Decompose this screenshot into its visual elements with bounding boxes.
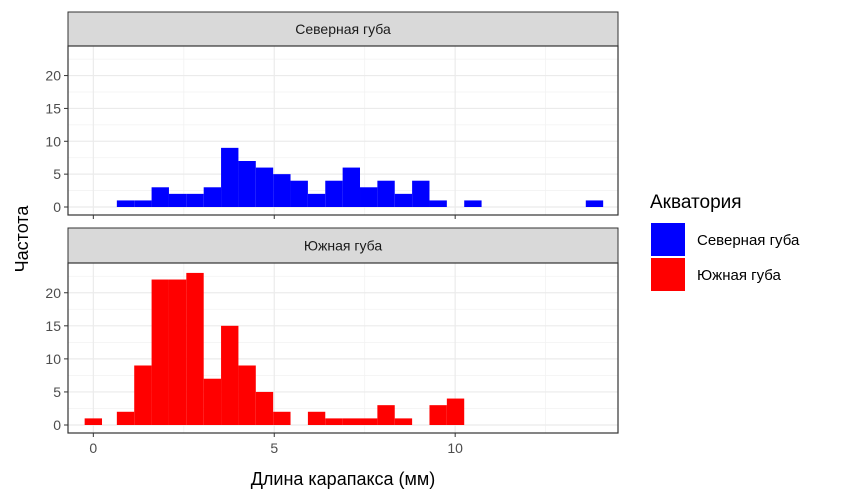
histogram-bar (360, 187, 378, 207)
histogram-bar (307, 193, 326, 207)
y-tick-label: 10 (45, 351, 61, 367)
histogram-bar (151, 187, 169, 207)
histogram-bar (307, 411, 326, 425)
y-tick-label: 15 (45, 318, 61, 334)
x-axis-title: Длина карапакса (мм) (251, 469, 436, 489)
y-tick-label: 0 (53, 417, 61, 433)
legend-key-swatch (651, 223, 685, 256)
y-tick-label: 15 (45, 100, 61, 116)
legend-title: Акватория (650, 192, 742, 213)
histogram-bar (238, 365, 256, 425)
histogram-bar (464, 200, 482, 207)
facet-strip (67, 11, 619, 47)
plot-panel-border (67, 45, 619, 216)
histogram-bar (325, 418, 343, 425)
histogram-bar (255, 167, 274, 207)
histogram-bar (325, 180, 343, 207)
histogram-bar (412, 180, 430, 207)
y-tick-label: 5 (53, 384, 61, 400)
histogram-bar (168, 193, 187, 207)
legend-label: Северная губа (697, 232, 800, 249)
facet-strip-label: Южная губа (304, 238, 382, 254)
plot-panel-border (67, 262, 619, 434)
histogram-bar (377, 405, 395, 425)
x-tick-label: 10 (447, 440, 463, 456)
histogram-bar (377, 180, 395, 207)
histogram-bar (134, 365, 152, 425)
legend: Акватория Северная губа Южная губа (650, 192, 800, 291)
histogram-bar (168, 279, 187, 425)
histogram-bar (116, 411, 135, 425)
histogram-bar (84, 418, 103, 425)
histogram-bar (273, 411, 291, 425)
histogram-bar (585, 200, 604, 207)
y-tick-label: 5 (53, 166, 61, 182)
legend-label: Южная губа (697, 267, 781, 284)
histogram-bar (394, 418, 413, 425)
histogram-bar (255, 391, 274, 425)
histogram-bar (116, 200, 135, 207)
histogram-bar (203, 187, 222, 207)
histogram-bar (134, 200, 152, 207)
histogram-bar (429, 200, 447, 207)
y-tick-label: 20 (45, 285, 61, 301)
histogram-bar (186, 193, 204, 207)
histogram-bar (273, 174, 291, 207)
y-axis-title: Частота (12, 205, 32, 273)
histogram-bar (360, 418, 378, 425)
legend-key-swatch (651, 258, 685, 291)
axes-group: Длина карапакса (мм) Частота (12, 205, 435, 489)
facet-strip-label: Северная губа (295, 21, 391, 37)
x-tick-label: 5 (270, 440, 278, 456)
x-tick-label: 0 (89, 440, 97, 456)
facet-panel: Северная губа 0 5 10 15 20 (45, 11, 619, 219)
y-tick-label: 0 (53, 199, 61, 215)
facets-group: Северная губа 0 5 10 15 20 Южная губа 0 5 10 15 20 0… (45, 11, 619, 456)
histogram-bar (429, 405, 447, 425)
histogram-bar (342, 167, 361, 207)
y-tick-label: 10 (45, 133, 61, 149)
histogram-bar (151, 279, 169, 425)
histogram-bar (342, 418, 361, 425)
histogram-bar (186, 272, 204, 425)
histogram-bar (446, 398, 465, 425)
histogram-bar (394, 193, 413, 207)
histogram-bar (238, 161, 256, 207)
histogram-bar (290, 180, 308, 207)
histogram-bar (203, 378, 222, 425)
y-tick-label: 20 (45, 68, 61, 84)
histogram-bar (221, 325, 239, 425)
facet-panel: Южная губа 0 5 10 15 20 0 5 10 (45, 227, 619, 456)
facet-strip (67, 227, 619, 264)
histogram-bar (221, 147, 239, 207)
